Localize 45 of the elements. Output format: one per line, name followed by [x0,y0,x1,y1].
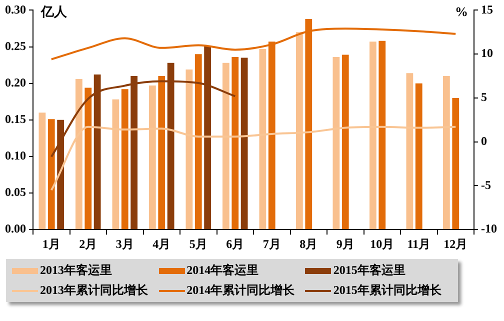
legend-label: 2015年客运里 [333,262,406,279]
y-tick-label: 0.25 [5,38,26,53]
bar [48,119,55,230]
y2-tick-label: -5 [481,178,492,192]
y-tick-label: 0.00 [5,222,26,236]
bar [194,54,202,230]
y2-tick-label: 15 [481,2,494,16]
y-tick-label: 0.20 [5,75,26,90]
x-tick-label: 7月 [262,236,281,251]
legend-label: 2013年客运里 [40,262,112,279]
bar [232,57,239,230]
y-tick-label: 0.30 [5,2,26,16]
x-tick-label: 3月 [116,236,134,251]
legend-label: 2014年客运里 [186,262,259,279]
y-tick-label: 0.15 [5,112,26,126]
y2-axis-title: % [455,4,468,19]
bar [415,83,422,230]
legend-label: 2015年累计同比增长 [333,282,442,299]
bar [378,40,386,230]
y-axis-title: 亿人 [40,4,68,19]
bar [240,58,248,230]
y-tick-label: 0.10 [5,148,26,163]
legend-label: 2014年累计同比增长 [186,282,295,299]
y2-tick-label: 0 [481,134,488,148]
x-tick-label: 1月 [42,236,60,251]
x-tick-label: 12月 [444,236,468,251]
bar [121,89,128,230]
legend-label: 2013年累计同比增长 [40,282,148,299]
bar [342,54,349,230]
x-tick-label: 5月 [189,236,208,251]
y-tick-label: 0.05 [5,185,26,200]
y2-tick-label: -10 [481,222,498,236]
bar [158,76,166,230]
bar [452,98,460,230]
x-tick-label: 11月 [407,236,431,251]
x-tick-label: 8月 [300,236,318,251]
bar [84,88,92,230]
y2-tick-label: 10 [481,46,494,60]
x-tick-label: 2月 [79,236,98,251]
y2-tick-label: 5 [481,90,488,104]
x-tick-label: 9月 [336,236,354,251]
x-tick-label: 6月 [226,236,244,251]
bar [38,112,46,230]
x-tick-label: 4月 [152,236,171,251]
x-tick-label: 10月 [370,236,394,251]
